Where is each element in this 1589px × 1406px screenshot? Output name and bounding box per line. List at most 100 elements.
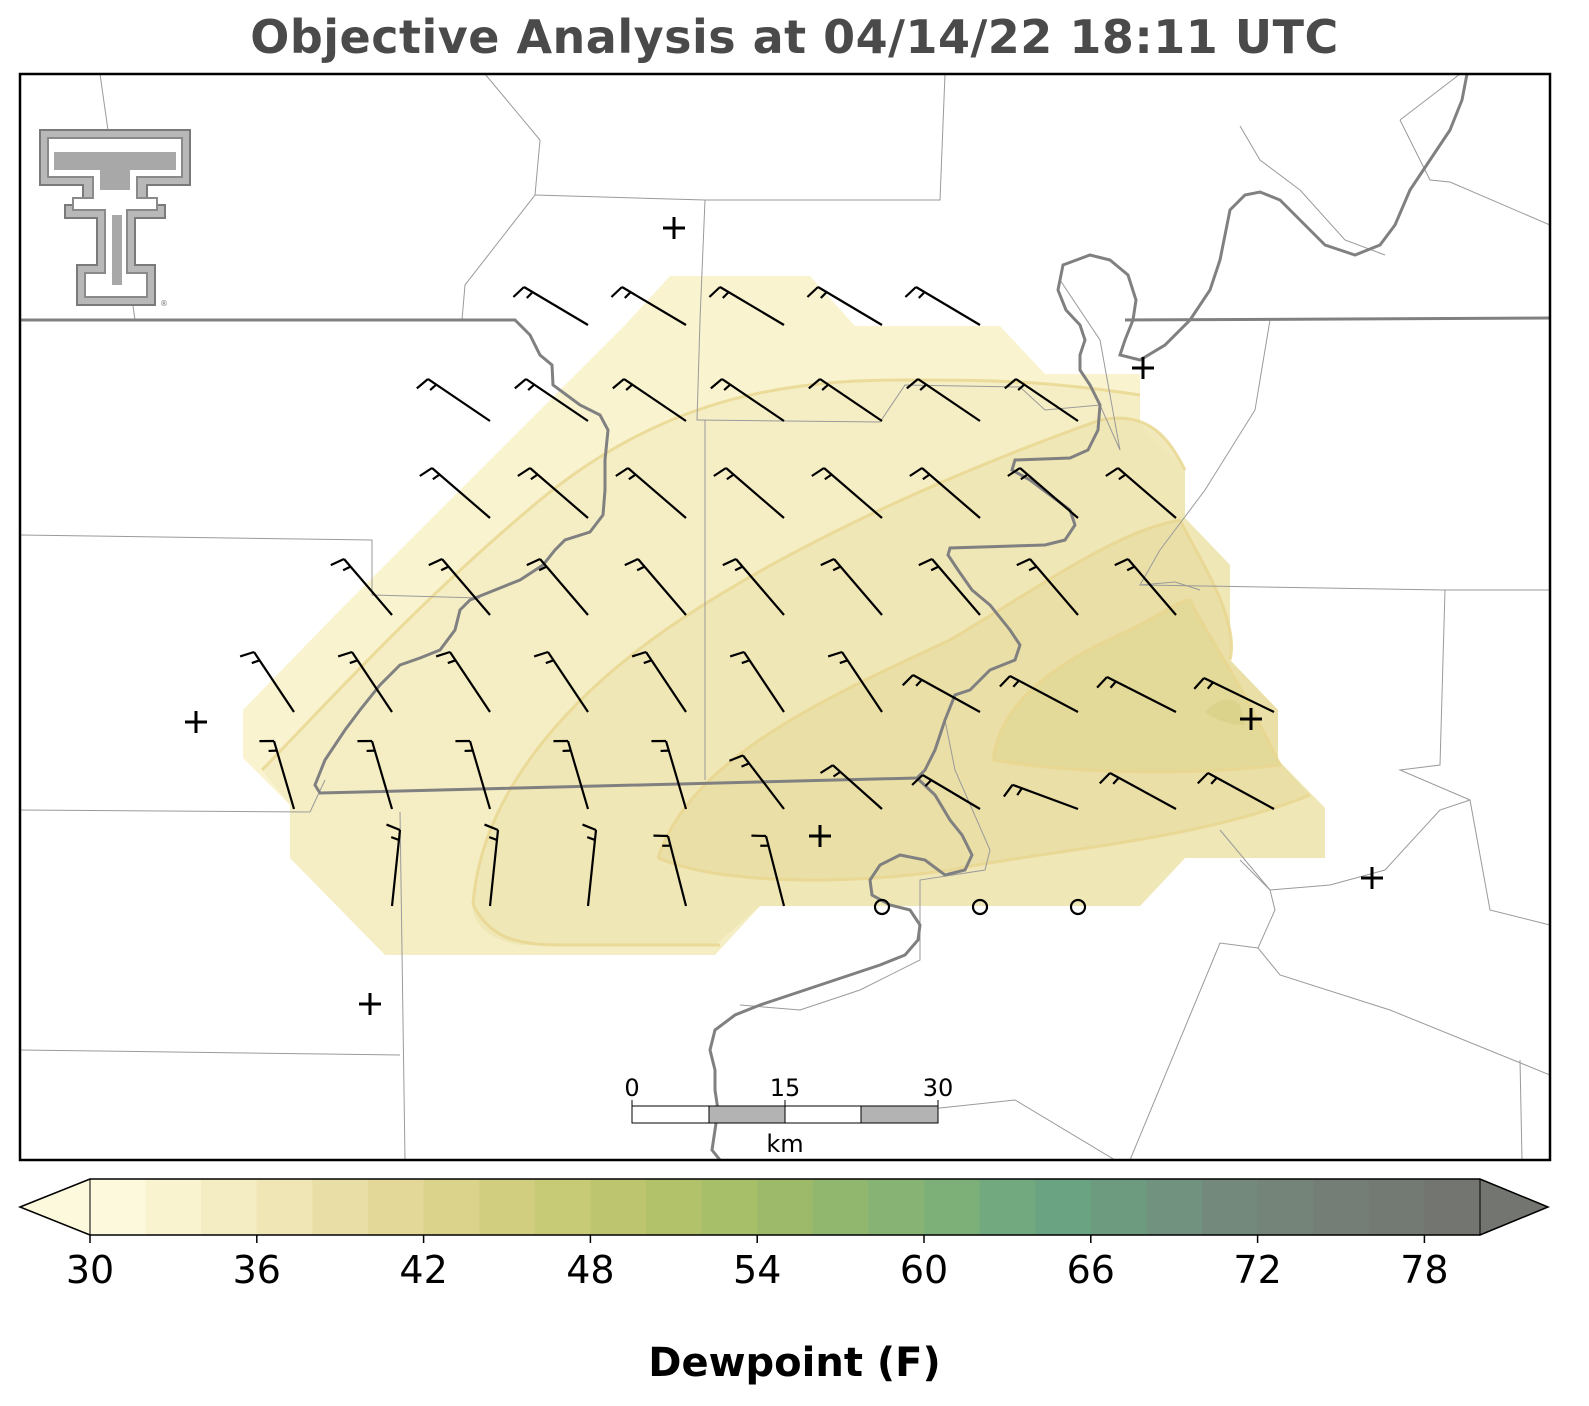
wind-barb <box>806 286 883 326</box>
colorbar-cell <box>701 1179 758 1235</box>
wind-barb <box>918 558 981 616</box>
station-plus-marker <box>359 993 381 1015</box>
colorbar-cell <box>1146 1179 1203 1235</box>
calm-wind-circle <box>873 898 891 916</box>
wind-barb <box>1007 467 1079 519</box>
wind-barb <box>259 739 296 810</box>
colorbar-cell <box>1424 1179 1481 1235</box>
wind-barb <box>1096 676 1177 713</box>
wind-barb <box>904 286 981 326</box>
colorbar-tick-label: 66 <box>1067 1248 1115 1292</box>
colorbar-tick-label: 36 <box>233 1248 281 1292</box>
svg-text:®: ® <box>160 299 168 308</box>
colorbar-tick-label: 54 <box>733 1248 781 1292</box>
colorbar-cell <box>1257 1179 1314 1235</box>
wind-barb <box>610 286 687 326</box>
scale-label-15: 15 <box>770 1074 801 1102</box>
wind-barb <box>906 378 981 422</box>
contour-fill-40 <box>658 520 1310 881</box>
colorbar-cell <box>924 1179 981 1235</box>
wind-barb <box>624 558 687 616</box>
dewpoint-contour-lines <box>260 378 1311 947</box>
colorbar-tick-label: 72 <box>1233 1248 1281 1292</box>
scale-label-0: 0 <box>624 1074 639 1102</box>
wind-barb <box>651 739 688 810</box>
texas-tech-logo-icon: ® <box>39 129 191 308</box>
wind-barb <box>808 378 883 422</box>
station-plus-marker <box>1132 357 1154 379</box>
colorbar-cell <box>312 1179 369 1235</box>
colorbar-cell <box>479 1179 536 1235</box>
station-plus-marker <box>809 825 831 847</box>
wind-barb <box>1003 783 1079 811</box>
wind-barb <box>612 378 687 422</box>
colorbar-cell <box>590 1179 647 1235</box>
wind-barb <box>820 558 883 616</box>
colorbar-cell <box>979 1179 1036 1235</box>
state-borders <box>20 74 1550 1160</box>
wind-barb <box>1193 677 1275 713</box>
colorbar-cell <box>1035 1179 1092 1235</box>
wind-barb <box>729 754 785 810</box>
colorbar-tick-label: 30 <box>66 1248 114 1292</box>
colorbar-min-arrow <box>18 1178 91 1236</box>
calm-wind-circle <box>971 898 989 916</box>
colorbar-tick-label: 48 <box>566 1248 614 1292</box>
colorbar-tick-label: 42 <box>399 1248 447 1292</box>
colorbar-cell <box>145 1179 202 1235</box>
wind-barb <box>710 378 785 422</box>
wind-barb <box>1105 467 1177 519</box>
colorbar-cell <box>423 1179 480 1235</box>
wind-barb <box>708 286 785 326</box>
colorbar-cell <box>1090 1179 1147 1235</box>
wind-barb <box>1197 772 1275 810</box>
contour-fill-44 <box>1205 699 1245 725</box>
wind-barb <box>386 823 402 907</box>
wind-barb <box>517 467 589 519</box>
wind-barb <box>526 558 589 616</box>
wind-barb <box>533 650 589 713</box>
colorbar-cell <box>868 1179 925 1235</box>
wind-barb <box>911 774 981 810</box>
colorbar-cell <box>534 1179 591 1235</box>
colorbar-cell <box>368 1179 425 1235</box>
wind-barb <box>514 378 589 422</box>
wind-barbs <box>239 286 1275 907</box>
wind-barb <box>909 467 981 519</box>
wind-barb <box>484 823 500 907</box>
colorbar-cell <box>1313 1179 1370 1235</box>
wind-barb <box>1114 558 1177 616</box>
colorbar-cell <box>646 1179 703 1235</box>
wind-barb <box>337 650 393 713</box>
wind-barb <box>827 650 883 713</box>
colorbar-cell <box>256 1179 313 1235</box>
wind-barb <box>713 467 785 519</box>
wind-barb <box>1004 378 1079 422</box>
wind-barb <box>901 674 981 713</box>
wind-barb <box>811 467 883 519</box>
station-plus-marker <box>1240 708 1262 730</box>
wind-barb <box>428 558 491 616</box>
colorbar-cell <box>757 1179 814 1235</box>
scale-unit: km <box>766 1130 803 1158</box>
station-plus-marker <box>663 217 685 239</box>
station-markers <box>185 217 1383 1015</box>
colorbar-cell <box>90 1179 147 1235</box>
wind-barb <box>435 650 491 713</box>
colorbar-cell <box>1368 1179 1425 1235</box>
wind-barb <box>330 558 393 616</box>
wind-barb <box>615 467 687 519</box>
station-plus-marker <box>185 711 207 733</box>
wind-barb <box>1099 772 1177 810</box>
calm-wind-circle <box>1069 898 1087 916</box>
colorbar-tick-label: 78 <box>1400 1248 1448 1292</box>
wind-barb <box>419 467 491 519</box>
map-frame <box>18 72 1552 1162</box>
wind-barb <box>553 739 590 810</box>
wind-barb <box>722 558 785 616</box>
map-title: Objective Analysis at 04/14/22 18:11 UTC <box>250 10 1339 64</box>
contour-fill-42 <box>993 600 1280 772</box>
wind-barb <box>455 739 492 810</box>
wind-barb <box>582 823 598 907</box>
